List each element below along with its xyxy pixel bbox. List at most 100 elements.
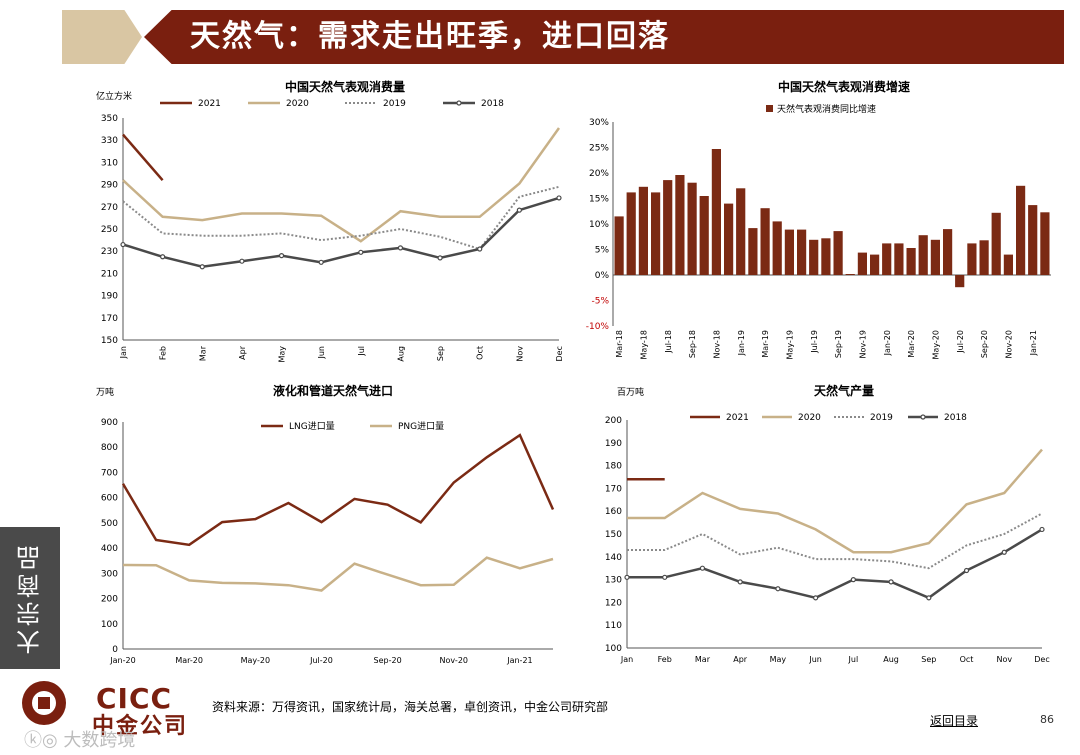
x-tick-label: May-20 bbox=[931, 330, 940, 359]
y-tick-label: 110 bbox=[605, 621, 622, 631]
series-point-2018 bbox=[278, 253, 285, 259]
bar-Oct-19 bbox=[845, 274, 855, 275]
series-point-2018 bbox=[437, 255, 443, 261]
series-point-2018 bbox=[239, 258, 245, 264]
y-tick-label: 20% bbox=[589, 169, 609, 179]
x-tick-label: Oct bbox=[476, 346, 485, 360]
x-tick-label: Nov-18 bbox=[712, 330, 721, 358]
bar-Nov-18 bbox=[711, 149, 721, 275]
chart-title: 中国天然气表观消费增速 bbox=[778, 79, 910, 94]
series-point-2018 bbox=[624, 574, 630, 580]
y-tick-label: 15% bbox=[589, 195, 609, 205]
x-tick-label: May bbox=[278, 346, 287, 363]
bar-May-19 bbox=[784, 229, 794, 275]
y-tick-label: 900 bbox=[101, 418, 118, 428]
x-tick-label: Mar bbox=[198, 345, 207, 361]
x-tick-label: Jan bbox=[119, 346, 128, 359]
page-number: 86 bbox=[1040, 713, 1054, 726]
series-point-2018 bbox=[556, 195, 562, 201]
y-tick-label: 160 bbox=[605, 507, 622, 517]
y-tick-label: -5% bbox=[591, 297, 609, 307]
y-tick-label: 200 bbox=[101, 595, 118, 605]
series-line-2019 bbox=[122, 185, 560, 251]
x-tick-label: Nov-20 bbox=[440, 656, 468, 665]
y-tick-label: 190 bbox=[605, 439, 622, 449]
bar-Nov-19 bbox=[857, 252, 867, 275]
x-tick-label: Jun bbox=[317, 346, 326, 360]
series-point-2018 bbox=[813, 595, 819, 601]
y-tick-label: 350 bbox=[101, 114, 118, 124]
bar-Feb-19 bbox=[748, 228, 758, 275]
legend-swatch bbox=[766, 105, 773, 112]
y-axis-unit-label: 亿立方米 bbox=[96, 90, 132, 102]
bar-May-18 bbox=[638, 186, 648, 275]
y-tick-label: 5% bbox=[595, 246, 610, 256]
x-tick-label: May-19 bbox=[785, 330, 794, 359]
legend-label: 2021 bbox=[198, 99, 221, 109]
sidebar-label: 大宗商品 bbox=[16, 542, 45, 654]
y-tick-label: 10% bbox=[589, 220, 609, 230]
source-note: 资料来源：万得资讯，国家统计局，海关总署，卓创资讯，中金公司研究部 bbox=[212, 700, 609, 714]
y-tick-label: 30% bbox=[589, 118, 609, 128]
bar-Jun-20 bbox=[943, 229, 953, 275]
chart-title: 天然气产量 bbox=[814, 383, 874, 398]
x-tick-label: Jul-20 bbox=[956, 330, 965, 354]
bar-Sep-19 bbox=[833, 231, 843, 275]
x-tick-label: Nov-19 bbox=[858, 330, 867, 358]
x-tick-label: Jul-18 bbox=[664, 330, 673, 354]
x-tick-label: Jan-21 bbox=[506, 656, 532, 665]
x-tick-label: Sep-20 bbox=[980, 330, 989, 358]
bar-Jul-19 bbox=[809, 239, 819, 275]
bar-Apr-19 bbox=[772, 221, 782, 275]
series-point-2018 bbox=[850, 577, 856, 583]
series-point-2018 bbox=[160, 254, 166, 260]
y-tick-label: 0 bbox=[112, 645, 118, 655]
series-line-2021 bbox=[122, 133, 164, 182]
chart-production: 天然气产量 百万吨 100 110 120 130 140 150 160 170 180 190 20… bbox=[605, 383, 1050, 664]
chart-title: 中国天然气表观消费量 bbox=[285, 79, 405, 94]
x-tick-label: Feb bbox=[658, 655, 672, 664]
series-point-2018 bbox=[1001, 549, 1007, 555]
bar-Dec-18 bbox=[724, 203, 734, 275]
series-line-2018 bbox=[627, 528, 1043, 600]
x-tick-label: Aug bbox=[396, 346, 405, 362]
y-tick-label: 150 bbox=[101, 336, 118, 346]
series-line-2020 bbox=[122, 127, 561, 243]
x-tick-label: Oct bbox=[960, 655, 974, 664]
y-tick-label: -10% bbox=[586, 322, 610, 332]
x-tick-label: Mar-18 bbox=[615, 330, 624, 358]
x-tick-label: Sep-19 bbox=[834, 330, 843, 358]
x-tick-label: Nov bbox=[996, 655, 1012, 664]
series-point-2018 bbox=[775, 586, 781, 592]
series-point-2018 bbox=[963, 567, 970, 574]
legend-label: 2020 bbox=[798, 413, 821, 423]
x-tick-label: Jan bbox=[620, 655, 633, 664]
series-point-2018 bbox=[397, 245, 404, 251]
x-tick-label: Jun bbox=[808, 655, 822, 664]
sidebar-panel bbox=[0, 527, 60, 669]
bar-Jul-18 bbox=[663, 180, 673, 275]
x-tick-label: Nov bbox=[515, 346, 524, 362]
y-tick-label: 180 bbox=[605, 462, 622, 472]
bar-Aug-18 bbox=[675, 175, 685, 275]
bar-Oct-18 bbox=[699, 196, 709, 275]
series-line-2020 bbox=[627, 448, 1043, 554]
x-tick-label: Aug bbox=[883, 655, 899, 664]
y-tick-label: 120 bbox=[605, 598, 622, 608]
bar-Aug-20 bbox=[967, 243, 977, 275]
back-to-contents-link[interactable]: 返回目录 bbox=[930, 714, 979, 728]
x-tick-label: Apr bbox=[733, 655, 748, 664]
logo-text-en: CICC bbox=[96, 682, 173, 715]
series-point-2018 bbox=[477, 246, 483, 252]
bar-Jul-20 bbox=[955, 275, 965, 288]
legend-label: 2018 bbox=[481, 99, 504, 109]
series-point-2018 bbox=[737, 579, 743, 585]
bar-Dec-19 bbox=[870, 254, 880, 275]
x-tick-label: Jan-21 bbox=[1029, 330, 1038, 356]
bar-Sep-18 bbox=[687, 182, 697, 275]
x-tick-label: May-18 bbox=[639, 330, 648, 359]
x-tick-label: Sep-18 bbox=[688, 330, 697, 358]
series-point-2018 bbox=[1039, 526, 1045, 533]
page-title: 天然气：需求走出旺季，进口回落 bbox=[190, 19, 670, 54]
